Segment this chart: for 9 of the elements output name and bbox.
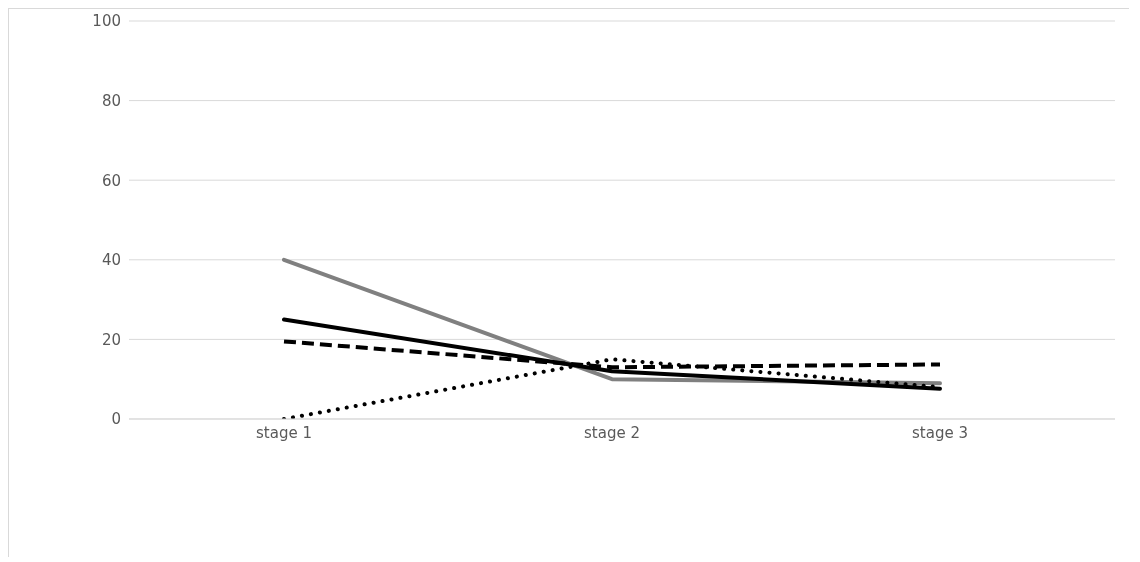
y-tick-label: 20 xyxy=(101,330,121,349)
y-tick-label: 80 xyxy=(101,91,121,110)
y-tick-label: 0 xyxy=(111,410,121,429)
y-tick-label: 60 xyxy=(101,171,121,190)
x-tick-label: stage 1 xyxy=(256,423,312,442)
y-tick-label: 100 xyxy=(92,12,121,31)
x-tick-label: stage 3 xyxy=(912,423,968,442)
x-tick-label: stage 2 xyxy=(584,423,640,442)
y-tick-label: 40 xyxy=(101,251,121,270)
